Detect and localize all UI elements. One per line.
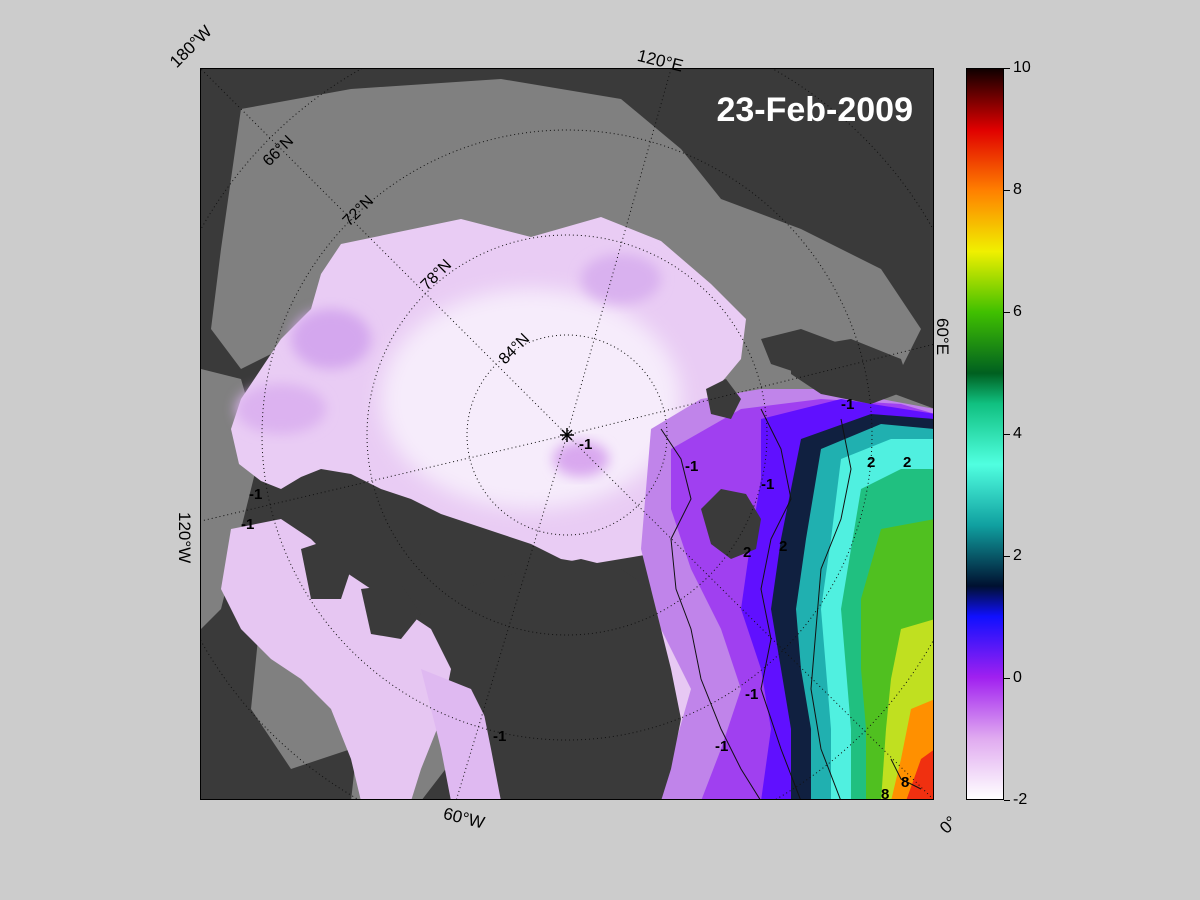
north-pole-marker: [560, 428, 574, 442]
contour-label: 2: [779, 538, 787, 555]
contour-label: -1: [685, 458, 698, 475]
meridian-label-60w: 60°W: [441, 804, 487, 833]
contour-label: -1: [761, 476, 774, 493]
colorbar-tick-label: 8: [1013, 181, 1022, 198]
colorbar-tick: [1004, 800, 1010, 801]
contour-label: 2: [743, 544, 751, 561]
colorbar-tick: [1004, 190, 1010, 191]
meridian-label-180w: 180°W: [166, 21, 216, 72]
date-label: 23-Feb-2009: [716, 91, 913, 129]
colorbar-tick: [1004, 68, 1010, 69]
contour-label: 8: [901, 774, 909, 791]
arctic-islands: [301, 329, 911, 639]
contour-label: -1: [745, 686, 758, 703]
contour-label: 8: [881, 786, 889, 800]
greenland-landmass: [461, 559, 681, 799]
colorbar-tick: [1004, 678, 1010, 679]
colorbar-tick-label: 4: [1013, 425, 1022, 442]
contour-label: -1: [579, 436, 592, 453]
contour-label: -1: [715, 738, 728, 755]
contour-label: -1: [241, 516, 254, 533]
contour-label: -1: [841, 396, 854, 413]
colorbar-tick: [1004, 312, 1010, 313]
atlantic-water-bands: [641, 389, 933, 799]
meridian-label-120w: 120°W: [175, 512, 194, 564]
contour-label: -1: [249, 486, 262, 503]
contour-label: 2: [903, 454, 911, 471]
colorbar-tick-label: 10: [1013, 59, 1031, 76]
graticule: [201, 69, 933, 799]
colorbar-tick-label: 6: [1013, 303, 1022, 320]
colorbar-tick-label: 2: [1013, 547, 1022, 564]
colorbar-tick-label: -2: [1013, 791, 1028, 808]
contour-lines: [660, 408, 922, 799]
colorbar-tick-label: 0: [1013, 669, 1022, 686]
contour-label: -1: [493, 728, 506, 745]
meridian-label-0: 0°: [936, 812, 961, 838]
colorbar-tick: [1004, 556, 1010, 557]
meridian-label-60e: 60°E: [933, 318, 952, 356]
sea-temperature-map: 66°N 72°N 78°N 84°N -1 -1 -1 -1 -1 -1 -1…: [201, 69, 933, 800]
temperature-colorbar: [966, 68, 1004, 800]
map-panel[interactable]: 66°N 72°N 78°N 84°N -1 -1 -1 -1 -1 -1 -1…: [200, 68, 934, 800]
contour-label: 2: [867, 454, 875, 471]
colorbar-tick: [1004, 434, 1010, 435]
